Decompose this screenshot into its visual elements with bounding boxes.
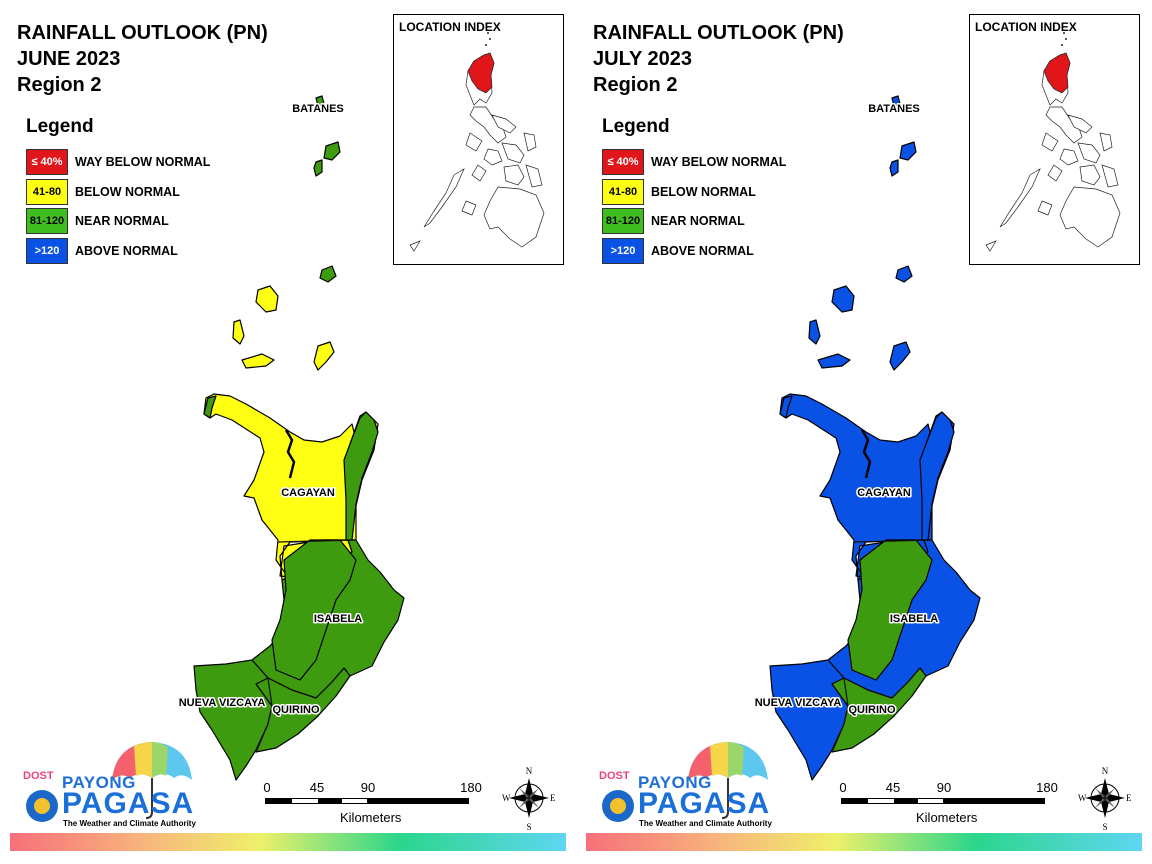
- scale-tick-label: 0: [263, 780, 270, 795]
- compass-n: N: [1102, 766, 1109, 776]
- batanes-island: [314, 160, 322, 176]
- scale-bar: 0 45 90 180 Kilometers: [841, 780, 1061, 830]
- label-batanes: BATANES: [868, 103, 920, 115]
- logo-tagline: The Weather and Climate Authority: [639, 819, 772, 828]
- compass-n: N: [526, 766, 533, 776]
- babuyan-island: [233, 320, 244, 344]
- label-cagayan: CAGAYAN: [857, 487, 911, 499]
- scale-tick-label: 180: [460, 780, 482, 795]
- compass-w: W: [1078, 793, 1087, 803]
- label-quirino: QUIRINO: [848, 704, 896, 716]
- scale-tick-label: 180: [1036, 780, 1058, 795]
- scale-tick-label: 0: [839, 780, 846, 795]
- scale-tick-label: 45: [886, 780, 900, 795]
- logo-tagline: The Weather and Climate Authority: [63, 819, 196, 828]
- compass-e: E: [1126, 793, 1132, 803]
- payong-pagasa-logo: DOST PAYONG PAGASA The Weather and Clima…: [592, 740, 772, 832]
- outlook-panel-july: RAINFALL OUTLOOK (PN) JULY 2023 Region 2…: [576, 0, 1152, 864]
- logo-pagasa-text: PAGASA: [62, 787, 194, 821]
- label-nueva-vizcaya: NUEVA VIZCAYA: [179, 697, 266, 709]
- scale-tick-label: 90: [937, 780, 951, 795]
- compass-e: E: [550, 793, 556, 803]
- babuyan-island: [818, 354, 850, 368]
- label-cagayan: CAGAYAN: [281, 487, 335, 499]
- compass-w: W: [502, 793, 511, 803]
- babuyan-island: [809, 320, 820, 344]
- label-nueva-vizcaya: NUEVA VIZCAYA: [755, 697, 842, 709]
- scale-unit-label: Kilometers: [340, 810, 401, 825]
- logo-dost-text: DOST: [23, 770, 54, 782]
- label-batanes: BATANES: [292, 103, 344, 115]
- babuyan-island: [890, 342, 910, 370]
- logo-pagasa-text: PAGASA: [638, 787, 770, 821]
- scale-bar-track: [841, 798, 1045, 804]
- province-nueva-vizcaya: [770, 660, 848, 780]
- batanes-island: [900, 142, 916, 160]
- region-2-choropleth-map: BATANES CAGAYAN ISABELA NUEVA VIZCAYA QU…: [576, 0, 1152, 864]
- babuyan-island: [896, 266, 912, 282]
- scale-bar: 0 45 90 180 Kilometers: [265, 780, 485, 830]
- payong-pagasa-logo: DOST PAYONG PAGASA The Weather and Clima…: [16, 740, 196, 832]
- compass-s: S: [1102, 822, 1107, 832]
- compass-rose-icon: N S W E: [499, 764, 559, 832]
- region-2-choropleth-map: BATANES CAGAYAN ISABELA NUEVA VIZCAYA QU…: [0, 0, 576, 864]
- label-quirino: QUIRINO: [272, 704, 320, 716]
- footer-gradient-strip: [586, 833, 1142, 851]
- province-nueva-vizcaya: [194, 660, 272, 780]
- scale-unit-label: Kilometers: [916, 810, 977, 825]
- scale-tick-label: 90: [361, 780, 375, 795]
- babuyan-island: [314, 342, 334, 370]
- compass-s: S: [526, 822, 531, 832]
- footer-gradient-strip: [10, 833, 566, 851]
- compass-rose-icon: N S W E: [1075, 764, 1135, 832]
- label-isabela: ISABELA: [314, 613, 362, 625]
- label-isabela: ISABELA: [890, 613, 938, 625]
- babuyan-island: [256, 286, 278, 312]
- scale-bar-track: [265, 798, 469, 804]
- babuyan-island: [832, 286, 854, 312]
- outlook-panel-june: RAINFALL OUTLOOK (PN) JUNE 2023 Region 2…: [0, 0, 576, 864]
- logo-dost-text: DOST: [599, 770, 630, 782]
- babuyan-island: [320, 266, 336, 282]
- batanes-island: [890, 160, 898, 176]
- batanes-island: [324, 142, 340, 160]
- scale-tick-label: 45: [310, 780, 324, 795]
- babuyan-island: [242, 354, 274, 368]
